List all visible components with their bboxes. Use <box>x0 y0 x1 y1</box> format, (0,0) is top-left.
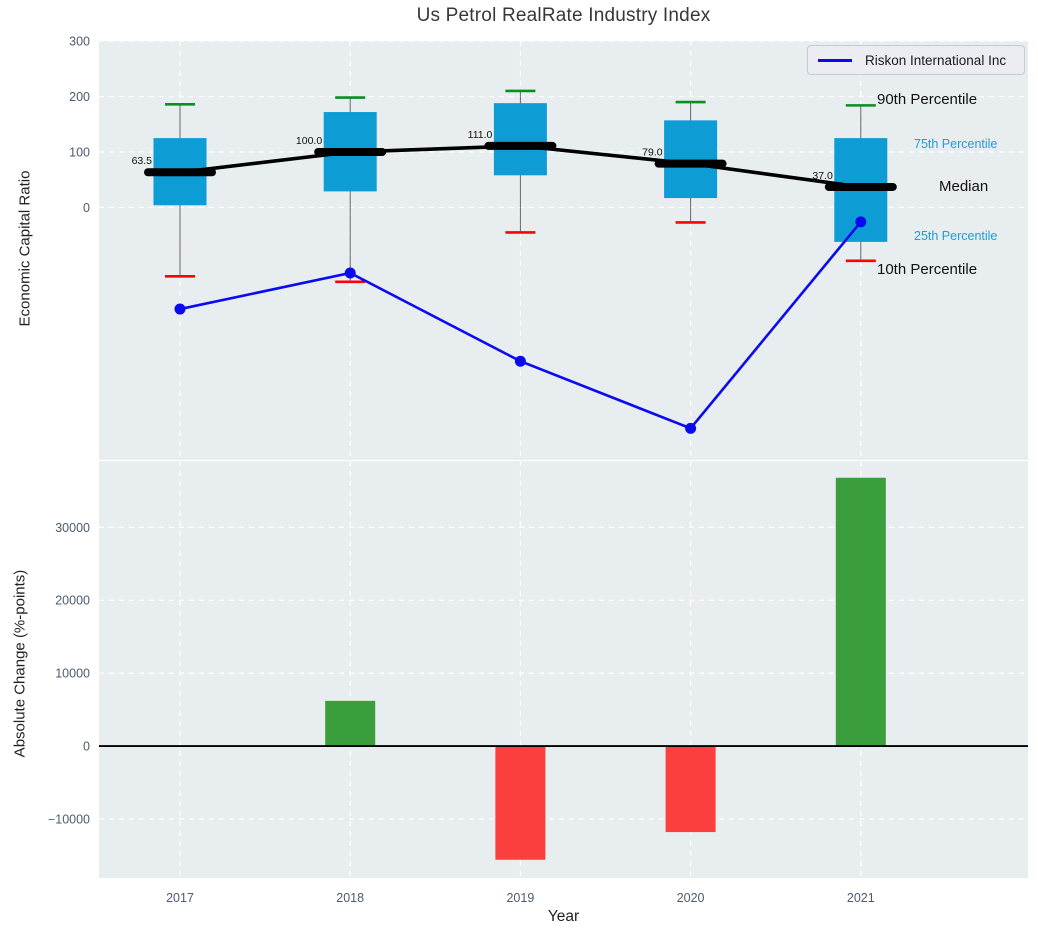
bottom-ytick-label: 10000 <box>55 667 90 681</box>
bar-negative <box>495 746 545 860</box>
bottom-y-axis-label: Absolute Change (%-points) <box>12 534 29 794</box>
figure: 63.5 100.0 111.0 79.0 37.0 0 100 200 300 −10000 0 1… <box>0 0 1038 940</box>
annotation-90th-percentile: 90th Percentile <box>877 91 977 108</box>
median-value-label: 63.5 <box>132 155 153 167</box>
annotation-25th-percentile: 25th Percentile <box>914 229 997 243</box>
bottom-ytick-label: 30000 <box>55 521 90 535</box>
annotation-median: Median <box>939 178 988 195</box>
bottom-ytick-label: −10000 <box>48 812 90 826</box>
series-marker <box>345 267 356 278</box>
chart-title: Us Petrol RealRate Industry Index <box>99 5 1028 27</box>
box-iqr <box>664 120 717 198</box>
chart-canvas: 63.5 100.0 111.0 79.0 37.0 0 100 200 300 −10000 0 1… <box>0 0 1038 940</box>
bar-positive <box>836 478 886 746</box>
series-marker <box>685 423 696 434</box>
series-marker <box>515 356 526 367</box>
top-ytick-label: 100 <box>69 145 90 159</box>
bottom-ytick-label: 0 <box>83 740 90 754</box>
median-value-label: 79.0 <box>642 147 663 159</box>
median-value-label: 111.0 <box>468 129 493 141</box>
series-marker <box>855 216 866 227</box>
legend-series-label: Riskon International Inc <box>865 53 1006 68</box>
top-ytick-label: 200 <box>69 90 90 104</box>
bottom-ytick-label: 20000 <box>55 594 90 608</box>
xtick-label: 2017 <box>166 891 194 905</box>
bar-positive <box>325 701 375 746</box>
xtick-label: 2020 <box>677 891 705 905</box>
annotation-10th-percentile: 10th Percentile <box>877 261 977 278</box>
top-y-axis-label: Economic Capital Ratio <box>17 139 34 359</box>
legend-series-line-icon <box>818 59 852 62</box>
box-iqr <box>494 103 547 175</box>
top-ytick-label: 0 <box>83 201 90 215</box>
series-marker <box>175 304 186 315</box>
legend[interactable]: Riskon International Inc <box>807 45 1025 75</box>
xtick-label: 2021 <box>847 891 875 905</box>
median-value-label: 37.0 <box>812 170 833 182</box>
median-value-label: 100.0 <box>296 135 322 147</box>
bar-negative <box>666 746 716 832</box>
bottom-axes-background <box>99 461 1028 878</box>
x-axis-label: Year <box>99 908 1028 926</box>
xtick-label: 2019 <box>506 891 534 905</box>
annotation-75th-percentile: 75th Percentile <box>914 137 997 151</box>
top-ytick-label: 300 <box>69 35 90 49</box>
xtick-label: 2018 <box>336 891 364 905</box>
